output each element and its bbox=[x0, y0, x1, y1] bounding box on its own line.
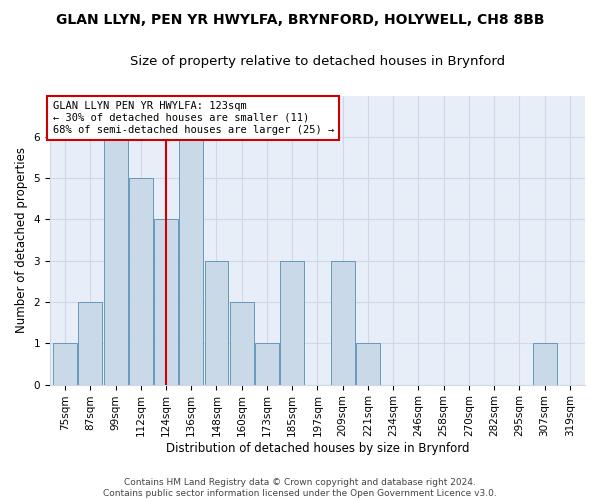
Bar bbox=[230, 302, 254, 384]
Bar bbox=[53, 344, 77, 384]
Text: GLAN LLYN PEN YR HWYLFA: 123sqm
← 30% of detached houses are smaller (11)
68% of: GLAN LLYN PEN YR HWYLFA: 123sqm ← 30% of… bbox=[53, 102, 334, 134]
Bar bbox=[205, 260, 229, 384]
Bar bbox=[129, 178, 153, 384]
Bar bbox=[78, 302, 102, 384]
Title: Size of property relative to detached houses in Brynford: Size of property relative to detached ho… bbox=[130, 55, 505, 68]
Bar bbox=[280, 260, 304, 384]
Bar bbox=[255, 344, 279, 384]
Bar bbox=[533, 344, 557, 384]
Text: Contains HM Land Registry data © Crown copyright and database right 2024.
Contai: Contains HM Land Registry data © Crown c… bbox=[103, 478, 497, 498]
Bar bbox=[331, 260, 355, 384]
Bar bbox=[179, 137, 203, 384]
Bar bbox=[356, 344, 380, 384]
Bar bbox=[154, 220, 178, 384]
X-axis label: Distribution of detached houses by size in Brynford: Distribution of detached houses by size … bbox=[166, 442, 469, 455]
Y-axis label: Number of detached properties: Number of detached properties bbox=[15, 147, 28, 333]
Bar bbox=[104, 137, 128, 384]
Text: GLAN LLYN, PEN YR HWYLFA, BRYNFORD, HOLYWELL, CH8 8BB: GLAN LLYN, PEN YR HWYLFA, BRYNFORD, HOLY… bbox=[56, 12, 544, 26]
